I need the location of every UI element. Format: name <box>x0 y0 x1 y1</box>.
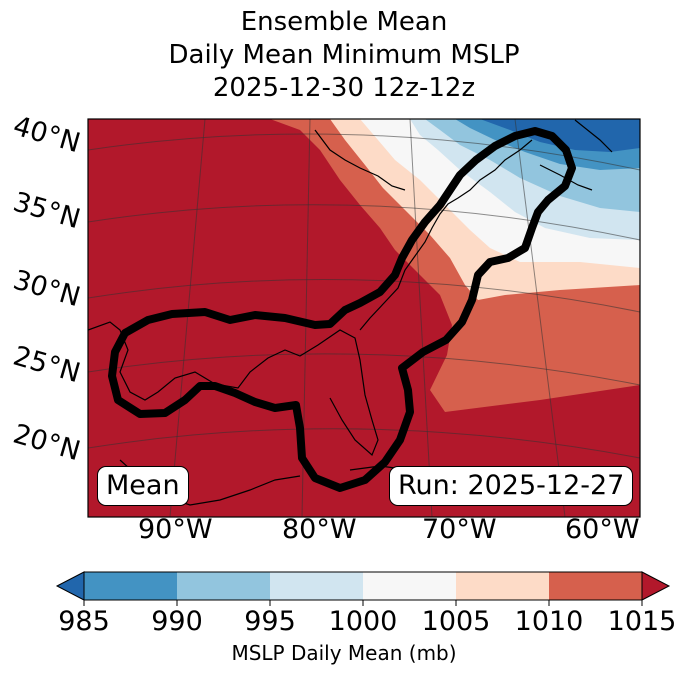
colorbar-tick-1010: 1010 <box>514 606 584 637</box>
field-under-985 <box>480 119 640 152</box>
lon-label-90w: 90°W <box>138 514 213 545</box>
pressure-field <box>88 119 640 517</box>
lon-label-60w: 60°W <box>565 514 640 545</box>
colorbar-bin-990-995 <box>177 572 270 600</box>
colorbar-tick-985: 985 <box>58 606 110 637</box>
graticule <box>88 119 640 517</box>
lon-label-70w: 70°W <box>422 514 497 545</box>
mean-badge: Mean <box>97 466 189 506</box>
title-line-2: Daily Mean Minimum MSLP <box>168 40 520 70</box>
colorbar-bin-985-990 <box>84 572 177 600</box>
ensemble-contour <box>108 127 576 492</box>
colorbar-tick-995: 995 <box>244 606 296 637</box>
colorbar-extend-high <box>641 571 671 601</box>
colorbar-bin-1005-1010 <box>456 572 549 600</box>
lon-label-80w: 80°W <box>282 514 357 545</box>
title-line-1: Ensemble Mean <box>240 7 448 37</box>
colorbar <box>55 571 671 606</box>
colorbar-label: MSLP Daily Mean (mb) <box>231 641 457 665</box>
colorbar-extend-low <box>55 571 85 601</box>
title-line-3: 2025-12-30 12z-12z <box>212 73 476 103</box>
colorbar-bin-995-1000 <box>270 572 363 600</box>
colorbar-bin-1010-1015 <box>549 572 642 600</box>
map-frame <box>87 118 641 518</box>
colorbar-tick-1000: 1000 <box>328 606 398 637</box>
colorbar-tick-1015: 1015 <box>607 606 677 637</box>
colorbar-tick-1005: 1005 <box>421 606 491 637</box>
colorbar-tick-990: 990 <box>151 606 203 637</box>
run-date-badge: Run: 2025-12-27 <box>389 466 634 506</box>
colorbar-bin-1000-1005 <box>363 572 456 600</box>
